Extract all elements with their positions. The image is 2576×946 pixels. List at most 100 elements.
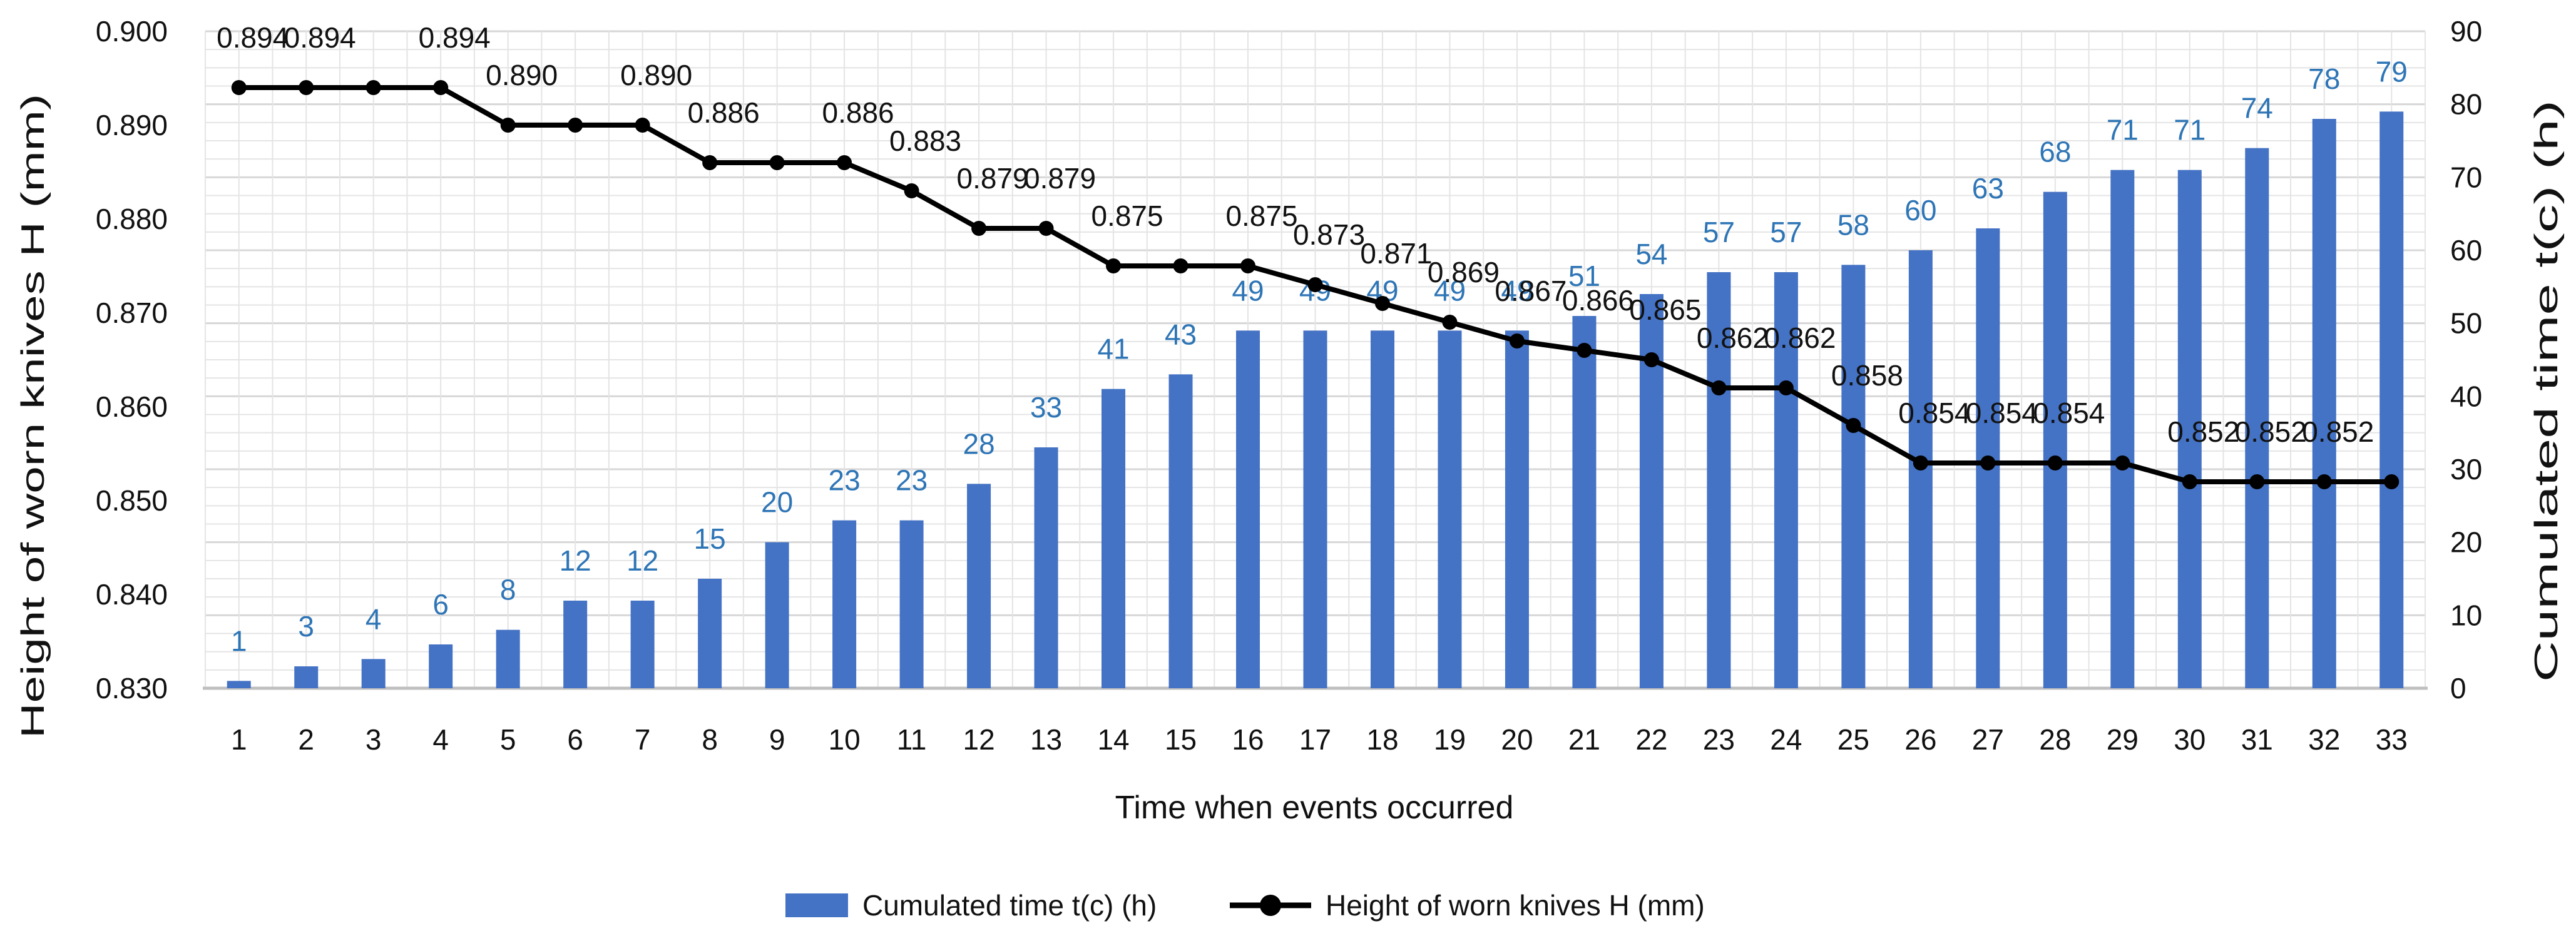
bar-event-25 — [1841, 265, 1866, 688]
right-axis-tick: 90 — [2450, 15, 2482, 48]
x-axis-tick-11: 11 — [897, 723, 927, 756]
right-axis-tick: 30 — [2450, 453, 2482, 486]
line-point-2 — [299, 80, 314, 95]
line-label-25: 0.858 — [1831, 359, 1903, 392]
bar-label-1: 1 — [231, 624, 247, 657]
line-label-12: 0.879 — [957, 162, 1029, 195]
left-axis-tick: 0.840 — [96, 578, 168, 611]
x-axis-tick-27: 27 — [1972, 723, 2004, 756]
bar-label-3: 4 — [365, 603, 382, 635]
x-axis-tick-30: 30 — [2174, 723, 2205, 756]
bar-event-17 — [1303, 330, 1327, 688]
line-label-7: 0.890 — [620, 59, 692, 91]
line-point-21 — [1577, 343, 1592, 358]
line-point-26 — [1913, 455, 1928, 470]
line-point-18 — [1374, 296, 1390, 311]
bar-event-21 — [1572, 316, 1597, 688]
x-axis-tick-12: 12 — [963, 723, 994, 756]
line-label-18: 0.871 — [1360, 237, 1432, 270]
x-axis-tick-22: 22 — [1635, 723, 1667, 756]
bar-label-22: 54 — [1635, 238, 1667, 270]
line-point-31 — [2249, 474, 2265, 489]
bar-event-9 — [765, 542, 789, 688]
line-series — [231, 80, 2400, 489]
bar-label-33: 79 — [2376, 55, 2408, 88]
axis-ticks: 0.900 0.890 0.880 0.870 0.860 0.850 0.840 0.830… — [96, 15, 2482, 756]
line-point-27 — [1980, 455, 1996, 470]
right-axis-tick: 40 — [2450, 380, 2482, 412]
right-axis-tick: 10 — [2450, 599, 2482, 631]
left-axis-title: Height of worn knives H (mm) — [15, 94, 51, 738]
bar-label-9: 20 — [761, 486, 793, 519]
x-axis-tick-28: 28 — [2039, 723, 2071, 756]
bar-event-4 — [429, 644, 453, 688]
x-axis-tick-25: 25 — [1837, 723, 1869, 756]
line-label-17: 0.873 — [1293, 218, 1365, 251]
bar-label-2: 3 — [298, 610, 314, 643]
x-axis-tick-13: 13 — [1030, 723, 1062, 756]
bar-label-11: 23 — [896, 464, 928, 497]
line-point-4 — [433, 80, 449, 95]
left-axis-tick: 0.880 — [96, 203, 168, 235]
legend-bar-swatch — [785, 893, 848, 917]
bar-label-6: 12 — [560, 544, 591, 577]
line-label-30: 0.852 — [2167, 415, 2239, 448]
line-point-20 — [1509, 333, 1525, 348]
bar-event-11 — [899, 520, 924, 688]
bar-label-24: 57 — [1770, 216, 1802, 248]
x-axis-tick-17: 17 — [1299, 723, 1331, 756]
line-point-17 — [1307, 277, 1323, 292]
x-axis-tick-4: 4 — [432, 723, 449, 756]
bar-label-28: 68 — [2039, 136, 2071, 168]
bar-label-20: 49 — [1501, 274, 1533, 307]
line-label-27: 0.854 — [1966, 397, 2038, 429]
line-label-31: 0.852 — [2235, 415, 2307, 448]
bar-label-26: 60 — [1904, 194, 1936, 226]
line-label-21: 0.866 — [1562, 284, 1634, 317]
bar-label-10: 23 — [829, 464, 861, 497]
bar-event-1 — [227, 681, 251, 688]
line-point-22 — [1643, 352, 1659, 367]
right-axis-tick: 20 — [2450, 526, 2482, 559]
bar-event-6 — [563, 601, 588, 688]
line-point-8 — [702, 155, 718, 170]
line-label-19: 0.869 — [1428, 256, 1500, 288]
line-label-11: 0.883 — [889, 125, 961, 157]
bar-label-31: 74 — [2241, 92, 2273, 125]
line-point-12 — [971, 221, 987, 236]
right-axis-tick: 60 — [2450, 234, 2482, 267]
line-point-16 — [1240, 258, 1256, 273]
bar-event-5 — [496, 629, 520, 688]
bar-label-5: 8 — [500, 574, 516, 606]
bar-event-30 — [2177, 170, 2202, 689]
line-label-23: 0.862 — [1697, 322, 1769, 354]
bar-label-25: 58 — [1837, 208, 1869, 241]
x-axis-tick-5: 5 — [500, 723, 516, 756]
bar-event-3 — [361, 659, 386, 688]
bar-event-12 — [967, 484, 991, 688]
bar-event-15 — [1168, 374, 1193, 688]
x-axis-tick-8: 8 — [702, 723, 718, 756]
x-axis-tick-15: 15 — [1165, 723, 1197, 756]
bar-event-24 — [1774, 272, 1798, 688]
left-axis-tick: 0.890 — [96, 109, 168, 141]
line-label-22: 0.865 — [1629, 293, 1701, 326]
bar-label-30: 71 — [2174, 114, 2205, 146]
line-point-7 — [635, 118, 650, 133]
line-point-24 — [1778, 380, 1794, 395]
bar-event-29 — [2110, 170, 2135, 689]
left-axis-tick: 0.850 — [96, 484, 168, 517]
x-axis-tick-18: 18 — [1366, 723, 1398, 756]
x-axis-tick-9: 9 — [769, 723, 785, 756]
x-axis-tick-20: 20 — [1501, 723, 1533, 756]
bar-label-8: 15 — [694, 522, 726, 555]
bar-event-28 — [2043, 191, 2067, 689]
bar-label-4: 6 — [432, 588, 449, 621]
line-point-9 — [769, 155, 785, 170]
bar-event-2 — [294, 666, 319, 688]
bar-label-12: 28 — [963, 427, 994, 460]
line-label-10: 0.886 — [822, 96, 894, 129]
x-axis-tick-23: 23 — [1703, 723, 1735, 756]
line-point-25 — [1846, 418, 1861, 433]
